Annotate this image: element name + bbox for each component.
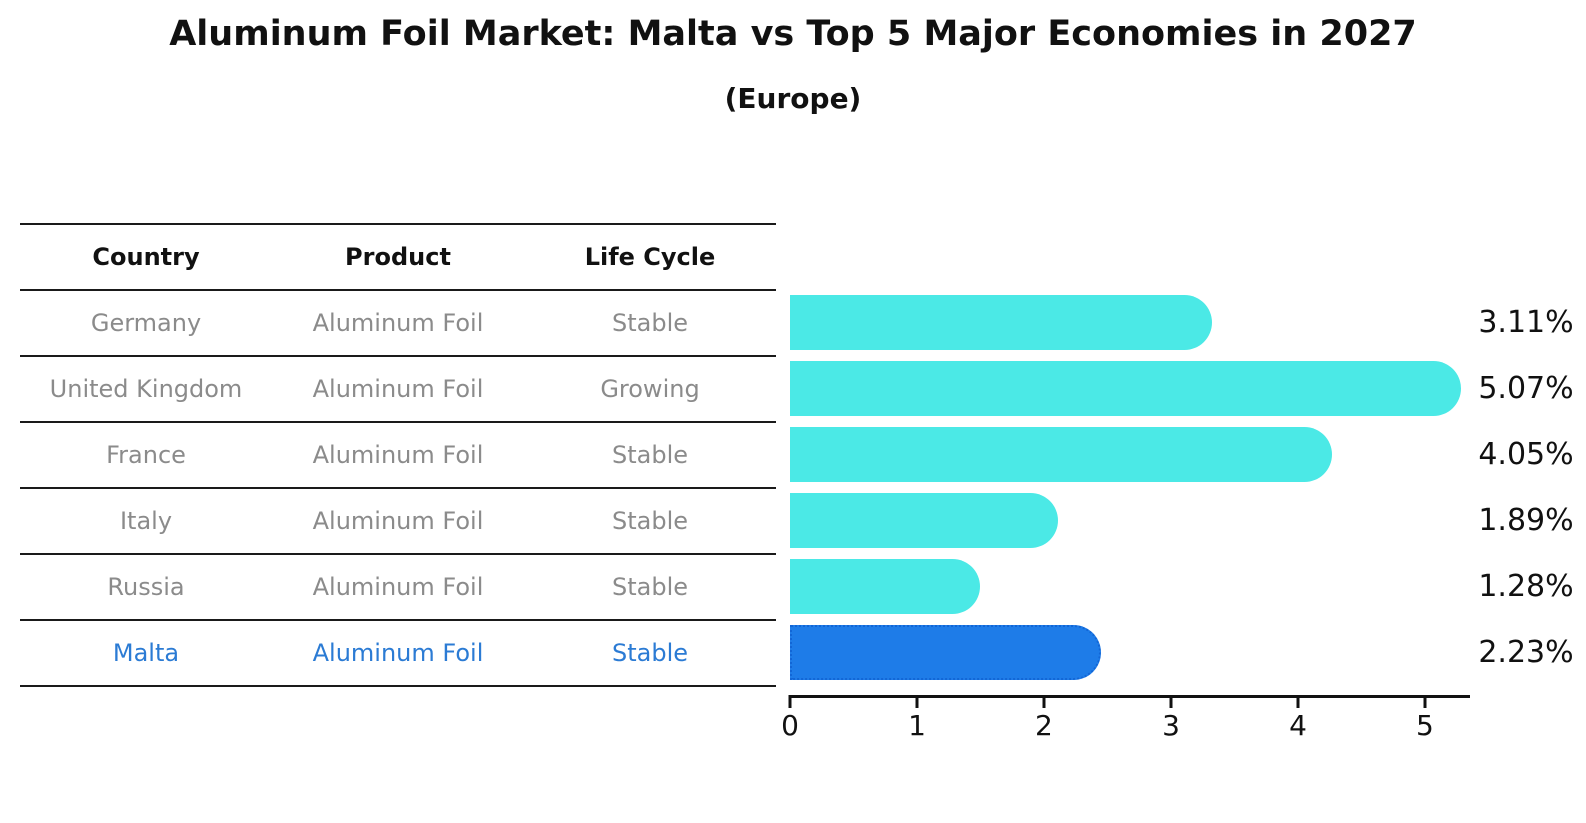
x-axis-tick-label: 3 — [1162, 709, 1180, 742]
x-axis-tick — [1296, 695, 1300, 708]
table-cell-country: Russia — [107, 573, 185, 601]
table-cell-country: United Kingdom — [49, 375, 243, 403]
table-row: Italy Aluminum Foil Stable — [20, 489, 776, 555]
bar-italy — [790, 492, 1058, 548]
table-header-country: Country — [92, 243, 200, 271]
table-row: France Aluminum Foil Stable — [20, 423, 776, 489]
country-table: Country Product Life Cycle Germany Alumin… — [20, 223, 776, 687]
table-row: United Kingdom Aluminum Foil Growing — [20, 357, 776, 423]
table-cell-life-cycle: Stable — [611, 441, 689, 469]
table-body: Germany Aluminum Foil Stable United Kingdom… — [20, 291, 776, 687]
bar-value-label: 3.11% — [1478, 304, 1574, 340]
table-cell-product: Aluminum Foil — [312, 441, 484, 469]
bar-row — [790, 421, 1470, 487]
x-axis: 0 1 2 3 4 5 — [781, 695, 1470, 742]
table-row: Malta Aluminum Foil Stable — [20, 621, 776, 687]
table-row: Germany Aluminum Foil Stable — [20, 291, 776, 357]
table-cell-life-cycle: Growing — [600, 375, 700, 403]
chart-title: Aluminum Foil Market: Malta vs Top 5 Maj… — [169, 14, 1417, 54]
x-axis-tick-label: 2 — [1035, 709, 1053, 742]
bar-row — [790, 619, 1470, 685]
table-cell-product: Aluminum Foil — [312, 507, 484, 535]
table-header-product: Product — [345, 243, 451, 271]
table-cell-life-cycle: Stable — [611, 639, 689, 667]
bar-malta — [790, 624, 1101, 680]
bar-value-label: 2.23% — [1478, 634, 1574, 670]
x-axis-tick-label: 1 — [908, 709, 926, 742]
bar-row — [790, 355, 1470, 421]
table-cell-product: Aluminum Foil — [312, 573, 484, 601]
table-cell-life-cycle: Stable — [611, 309, 689, 337]
bar-row — [790, 553, 1470, 619]
chart-subtitle: (Europe) — [724, 82, 862, 115]
table-cell-product: Aluminum Foil — [312, 375, 484, 403]
x-axis-tick-label: 5 — [1416, 709, 1434, 742]
table-cell-country: Malta — [112, 639, 180, 667]
table-cell-country: France — [106, 441, 186, 469]
bar-value-label: 5.07% — [1478, 370, 1574, 406]
value-labels: 3.11% 5.07% 4.05% 1.89% 1.28% 2.23% — [1466, 289, 1586, 685]
x-axis-tick — [788, 695, 792, 708]
x-axis-tick — [915, 695, 919, 708]
x-axis-tick-label: 0 — [781, 709, 799, 742]
table-row: Russia Aluminum Foil Stable — [20, 555, 776, 621]
table-cell-life-cycle: Stable — [611, 573, 689, 601]
bar-united-kingdom — [790, 360, 1462, 416]
table-cell-product: Aluminum Foil — [312, 309, 484, 337]
table-cell-country: Italy — [119, 507, 173, 535]
x-axis-tick — [1423, 695, 1427, 708]
bar-value-label: 1.28% — [1478, 568, 1574, 604]
table-cell-product: Aluminum Foil — [312, 639, 484, 667]
table-cell-country: Germany — [90, 309, 202, 337]
bar-value-label: 1.89% — [1478, 502, 1574, 538]
bar-russia — [790, 558, 981, 614]
table-header-life-cycle: Life Cycle — [584, 243, 716, 271]
bar-france — [790, 426, 1332, 482]
table-cell-life-cycle: Stable — [611, 507, 689, 535]
bar-value-label: 4.05% — [1478, 436, 1574, 472]
bar-row — [790, 487, 1470, 553]
x-axis-line — [790, 695, 1470, 698]
x-axis-tick — [1169, 695, 1173, 708]
bar-plot — [790, 289, 1470, 685]
bar-row — [790, 289, 1470, 355]
x-axis-tick — [1042, 695, 1046, 708]
bar-germany — [790, 294, 1213, 350]
table-header-row: Country Product Life Cycle — [20, 225, 776, 291]
x-axis-tick-label: 4 — [1289, 709, 1307, 742]
